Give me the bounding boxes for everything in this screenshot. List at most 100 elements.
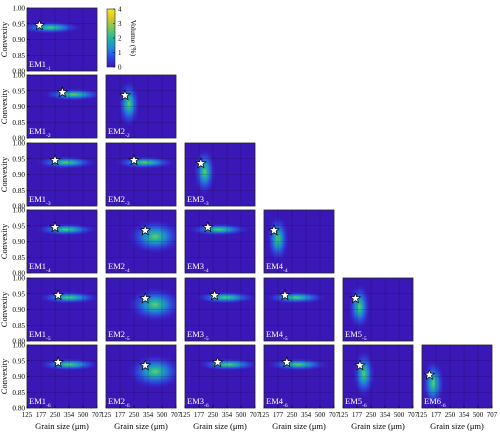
panel-frame (105, 277, 177, 342)
y-axis: 1.00 0.95 0.90 0.85 0.80 Convexity (0, 342, 30, 413)
gridlines (185, 278, 255, 341)
panel-em1-3: EM1-3 (26, 142, 98, 207)
x-tick-label: 125 (22, 412, 33, 419)
y-axis-title: Convexity (0, 156, 9, 192)
panel-frame (105, 74, 177, 139)
x-tick-label: 177 (194, 412, 205, 419)
x-tick-label: 250 (287, 412, 298, 419)
peak-star-marker (423, 368, 436, 380)
y-tick-label: 0.80 (12, 68, 25, 76)
y-axis-title: Convexity (0, 88, 9, 124)
x-tick-label: 250 (129, 412, 140, 419)
density-blob (34, 223, 97, 236)
y-tick-label: 0.90 (12, 171, 25, 179)
panel-label: EM2-6 (108, 396, 130, 409)
peak-star-marker (194, 157, 207, 169)
panel-label: EM3-5 (187, 329, 209, 342)
x-tick-label: 354 (143, 412, 154, 419)
panel-frame (263, 277, 335, 342)
peak-star-marker (211, 356, 224, 368)
panel-em1-2: EM1-2 (26, 74, 98, 139)
gridlines (264, 345, 334, 408)
x-axis-title: Grain size (μm) (430, 421, 484, 431)
panel-label: EM6-6 (424, 396, 446, 409)
y-axis-title: Convexity (0, 21, 9, 57)
axes-layer: 1.000.950.900.850.80Convexity1.000.950.9… (0, 5, 498, 431)
density-blob (193, 147, 216, 196)
panel-em6-6: EM6-6 (421, 344, 493, 409)
panel-label: EM4-6 (266, 396, 288, 409)
y-tick-label: 0.80 (12, 338, 25, 346)
panel-em2-2: EM2-2 (105, 74, 177, 139)
panel-em2-4: EM2-4 (105, 209, 177, 274)
colorbar-tick-label: 4 (118, 6, 122, 14)
y-tick-label: 0.85 (12, 52, 25, 60)
panel-label: EM5-5 (345, 329, 367, 342)
panel-background (27, 345, 97, 408)
colorbar: 4 3 2 1 0 Volume (%) (106, 6, 138, 72)
x-tick-label: 177 (352, 412, 363, 419)
x-tick-label: 500 (315, 412, 326, 419)
density-blob (127, 219, 176, 255)
density-blob (264, 291, 328, 304)
panel-background (185, 345, 255, 408)
panel-label: EM3-4 (187, 261, 209, 274)
panel-em4-5: EM4-5 (263, 277, 335, 342)
panel-label: EM2-5 (108, 329, 130, 342)
colorbar-title: Volume (%) (129, 20, 138, 57)
y-tick-label: 0.80 (12, 203, 25, 211)
x-tick-label: 354 (459, 412, 470, 419)
density-blob (194, 291, 255, 304)
peak-star-marker (52, 356, 65, 368)
y-tick-label: 0.90 (12, 103, 25, 111)
panel-em1-4: EM1-4 (26, 209, 98, 274)
peak-star-marker (49, 154, 61, 166)
x-tick-label: 177 (273, 412, 284, 419)
gridlines (185, 143, 255, 206)
y-axis: 1.00 0.95 0.90 0.85 0.80 Convexity (0, 275, 30, 346)
panel-em4-6: EM4-6 (263, 344, 335, 409)
gridlines (27, 75, 97, 138)
x-axis-title: Grain size (μm) (114, 421, 168, 431)
x-tick-label: 125 (101, 412, 112, 419)
x-tick-label: 354 (222, 412, 233, 419)
x-tick-label: 500 (157, 412, 168, 419)
density-blob (348, 282, 371, 331)
gridlines (343, 278, 413, 341)
panel-frame (105, 344, 177, 409)
x-tick-label: 177 (431, 412, 442, 419)
y-tick-label: 0.95 (12, 357, 25, 365)
y-axis-title: Convexity (0, 358, 9, 394)
panel-frame (263, 344, 335, 409)
y-tick-label: 1.00 (12, 5, 25, 13)
x-axis-title: Grain size (μm) (193, 421, 247, 431)
y-tick-label: 0.95 (12, 222, 25, 230)
x-tick-label: 250 (366, 412, 377, 419)
x-axis-title: Grain size (μm) (351, 421, 405, 431)
panels-layer: EM1-1 EM1-2 EM2-2 EM1-3 EM2-3 EM3-3 EM1-4 EM2-4… (26, 7, 493, 409)
x-tick-label: 250 (445, 412, 456, 419)
y-tick-label: 0.80 (12, 135, 25, 143)
panel-em5-5: EM5-5 (342, 277, 414, 342)
y-tick-label: 0.95 (12, 290, 25, 298)
density-blob (197, 358, 255, 371)
y-tick-label: 1.00 (12, 275, 25, 283)
density-blob (34, 156, 97, 169)
y-tick-label: 1.00 (12, 342, 25, 350)
x-tick-label: 707 (487, 412, 498, 419)
peak-star-marker (279, 289, 291, 301)
peak-star-marker (49, 221, 61, 233)
x-tick-label: 354 (64, 412, 75, 419)
peak-star-marker (139, 359, 152, 371)
panel-frame (342, 277, 414, 342)
panel-label: EM2-2 (108, 126, 130, 139)
colorbar-tick-label: 0 (118, 64, 122, 72)
gridlines (27, 210, 97, 273)
y-tick-label: 0.90 (12, 238, 25, 246)
density-blob (422, 359, 445, 408)
y-axis: 1.00 0.95 0.90 0.85 0.80 Convexity (0, 140, 30, 211)
